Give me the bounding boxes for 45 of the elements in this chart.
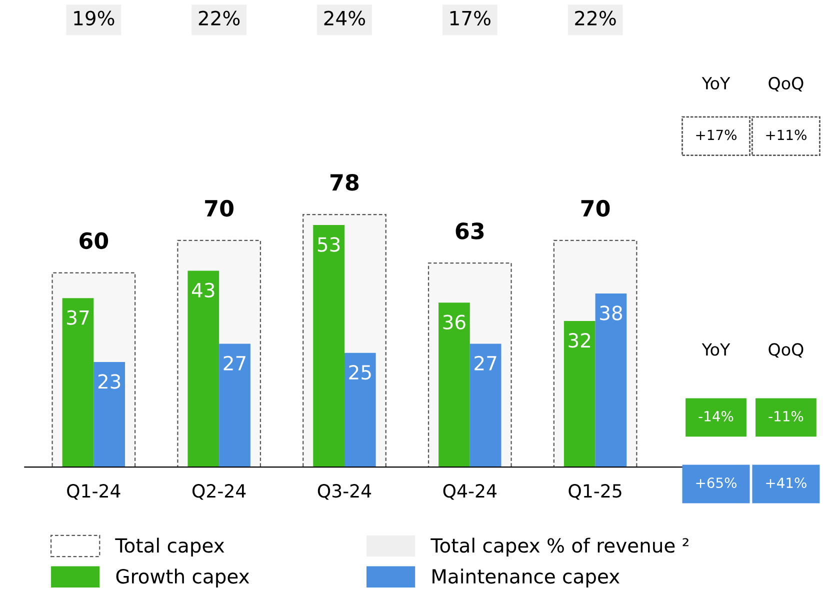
data-label: 43 xyxy=(192,282,214,298)
text: +17% xyxy=(696,130,736,140)
x-tick-label: Q1-25 xyxy=(568,484,622,500)
text: QoQ xyxy=(768,343,804,358)
text: +65% xyxy=(696,478,736,488)
data-label: 37 xyxy=(67,310,89,325)
text: 24% xyxy=(324,10,366,26)
data-label: 36 xyxy=(443,314,466,330)
legend-label: Total capex xyxy=(115,538,224,557)
text: +41% xyxy=(766,478,806,488)
text: +11% xyxy=(766,130,806,140)
text: -11% xyxy=(768,410,804,422)
data-label: 78 xyxy=(330,174,359,191)
text: 22% xyxy=(198,10,240,26)
text: -14% xyxy=(698,410,734,422)
legend-label: Maintenance capex xyxy=(432,568,620,588)
text: 22% xyxy=(575,10,616,26)
data-label: 60 xyxy=(80,232,108,250)
text: YoY xyxy=(702,77,730,90)
bar xyxy=(94,362,126,468)
text: Total capex % of revenue ² xyxy=(430,538,688,557)
data-label: 38 xyxy=(600,306,622,320)
data-label: 27 xyxy=(474,356,496,370)
data-label: 23 xyxy=(98,374,120,389)
text: QoQ xyxy=(768,76,804,92)
text: 19% xyxy=(74,10,114,26)
bar xyxy=(219,344,250,468)
bar xyxy=(344,352,376,468)
x-tick-label: Q2-24 xyxy=(192,484,246,500)
text: YoY xyxy=(702,343,730,356)
text: 17% xyxy=(450,10,490,26)
data-label: 27 xyxy=(224,356,246,370)
x-tick-label: Q4-24 xyxy=(443,484,496,500)
bar xyxy=(595,294,627,468)
data-label: 53 xyxy=(318,237,340,252)
data-label: 70 xyxy=(205,200,234,217)
bar xyxy=(470,344,502,468)
data-label: 63 xyxy=(456,222,484,240)
x-tick-label: Q1-24 xyxy=(67,484,120,500)
data-label: 25 xyxy=(349,364,371,380)
x-tick-label: Q3-24 xyxy=(318,484,372,500)
data-label: 70 xyxy=(581,200,610,217)
legend-label: Growth capex xyxy=(116,568,250,588)
bar xyxy=(564,320,596,468)
data-label: 32 xyxy=(568,333,590,348)
